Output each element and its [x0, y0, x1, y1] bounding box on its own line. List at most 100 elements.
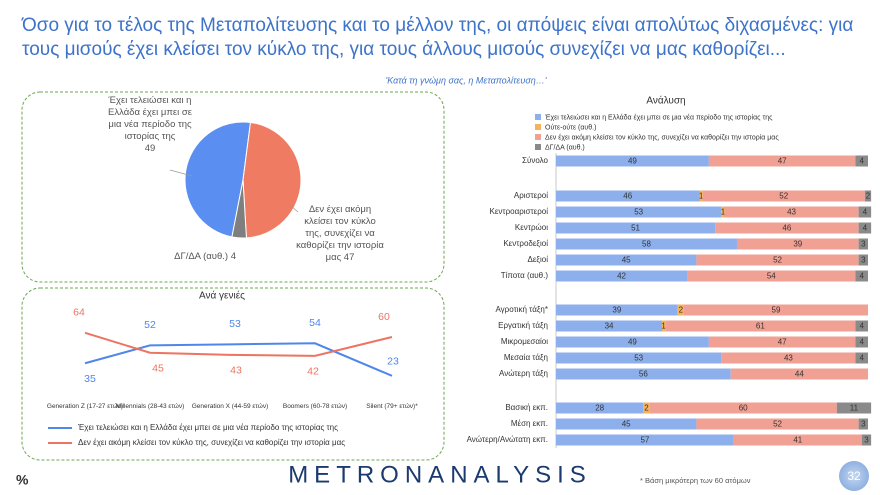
bar-segment [736, 238, 859, 250]
value-label: 52 [773, 256, 782, 265]
legend-label: Δεν έχει ακόμη κλείσει τον κύκλο της, συ… [545, 133, 779, 141]
bar-segment [715, 222, 859, 234]
line-series [84, 342, 393, 377]
value-label: 2 [679, 306, 684, 315]
bar-segment [855, 270, 868, 282]
value-label: 49 [628, 157, 637, 166]
bar-segment [556, 352, 722, 364]
bar-segment [855, 352, 868, 364]
category-label: Τίποτα (αυθ.) [501, 271, 549, 280]
bar-segment [556, 155, 709, 167]
bar-segment [721, 206, 725, 218]
value-label: 60 [378, 311, 390, 323]
bar-segment [677, 304, 684, 316]
category-label: Ανώτερη τάξη [499, 369, 548, 378]
value-label: 4 [860, 272, 865, 281]
value-label: 47 [778, 338, 787, 347]
value-label: 57 [640, 436, 649, 445]
bar-segment [556, 434, 734, 446]
value-label: 43 [784, 354, 793, 363]
value-label: 53 [229, 318, 241, 330]
legend-swatch [535, 134, 541, 140]
value-label: 4 [863, 224, 868, 233]
line-frame [21, 287, 445, 461]
value-label: 34 [605, 322, 614, 331]
x-tick-label: Generation X (44-59 ετών) [191, 403, 269, 410]
legend-swatch [535, 114, 541, 120]
value-label: 1 [661, 322, 666, 331]
pie-label: ΔΓ/ΔΑ (αυθ.) 4 [150, 251, 236, 263]
value-label: 4 [860, 322, 865, 331]
page-number: 32 [847, 469, 861, 483]
bar-segment [556, 418, 697, 430]
pie-label-value: 4 [230, 251, 236, 262]
value-label: 64 [73, 307, 85, 319]
value-label: 54 [309, 317, 321, 329]
category-label: Δεξιοί [528, 255, 549, 264]
category-label: Βασική εκπ. [505, 403, 548, 412]
value-label: 35 [84, 373, 96, 385]
value-label: 45 [152, 363, 164, 375]
bar-segment [696, 418, 859, 430]
legend-label: ΔΓ/ΔΑ (αυθ.) [545, 144, 585, 151]
value-label: 53 [634, 208, 643, 217]
unit: % [16, 472, 29, 488]
category-label: Αγροτική τάξη* [495, 305, 548, 314]
category-label: Κεντροαριστεροί [490, 207, 549, 216]
value-label: 60 [739, 404, 748, 413]
value-label: 41 [793, 436, 802, 445]
value-label: 2 [644, 404, 649, 413]
logo: METRONANALYSIS [288, 461, 592, 488]
subtitle: 'Κατά τη γνώμη σας, η Μεταπολίτευση…' [386, 75, 547, 85]
bar-segment [556, 206, 722, 218]
bar-segment [556, 336, 709, 348]
pie-frame [21, 91, 445, 283]
category-label: Ανώτερη/Ανώτατη εκπ. [467, 435, 548, 444]
bar-segment [855, 320, 868, 332]
value-label: 39 [793, 240, 802, 249]
value-label: 45 [622, 420, 631, 429]
bar-segment [665, 320, 856, 332]
value-label: 28 [595, 404, 604, 413]
pie-slice [231, 179, 247, 239]
bar-segment [858, 418, 868, 430]
value-label: 58 [642, 240, 651, 249]
bar-segment [696, 254, 859, 266]
bar-segment [556, 190, 700, 202]
value-label: 23 [387, 356, 399, 368]
value-label: 3 [864, 436, 869, 445]
bar-segment [699, 190, 703, 202]
legend-label: Δεν έχει ακόμη κλείσει τον κύκλο της, συ… [78, 438, 345, 447]
chart-title: Ανά γενιές [199, 290, 245, 302]
pie-slice [184, 121, 252, 238]
value-label: 42 [617, 272, 626, 281]
footnote: * Βάση μικρότερη των 60 ατόμων [640, 476, 751, 485]
bar-segment [702, 190, 865, 202]
bar-segment [861, 434, 872, 446]
bar-segment [556, 402, 644, 414]
category-label: Εργατική τάξη [498, 321, 548, 330]
value-label: 4 [860, 157, 865, 166]
value-label: 52 [779, 192, 788, 201]
legend-swatch [535, 144, 541, 150]
category-label: Μικρομεσαίοι [501, 337, 548, 346]
bar-segment [733, 434, 862, 446]
title: Όσο για το τέλος της Μεταπολίτευσης και … [22, 15, 854, 60]
value-label: 2 [866, 192, 871, 201]
value-label: 53 [634, 354, 643, 363]
value-label: 59 [772, 306, 781, 315]
value-label: 1 [699, 192, 704, 201]
value-label: 61 [756, 322, 765, 331]
value-label: 52 [144, 319, 156, 331]
leader-line [169, 169, 193, 177]
bar-segment [858, 206, 872, 218]
x-tick-label: Generation Z (17-27 ετών) [46, 403, 124, 410]
pie-slice [242, 121, 302, 239]
value-label: 51 [631, 224, 640, 233]
line-series [84, 331, 393, 357]
category-label: Μεσαία τάξη [504, 353, 548, 362]
value-label: 47 [778, 157, 787, 166]
page-badge [839, 461, 869, 491]
value-label: 52 [773, 420, 782, 429]
bar-segment [864, 190, 872, 202]
